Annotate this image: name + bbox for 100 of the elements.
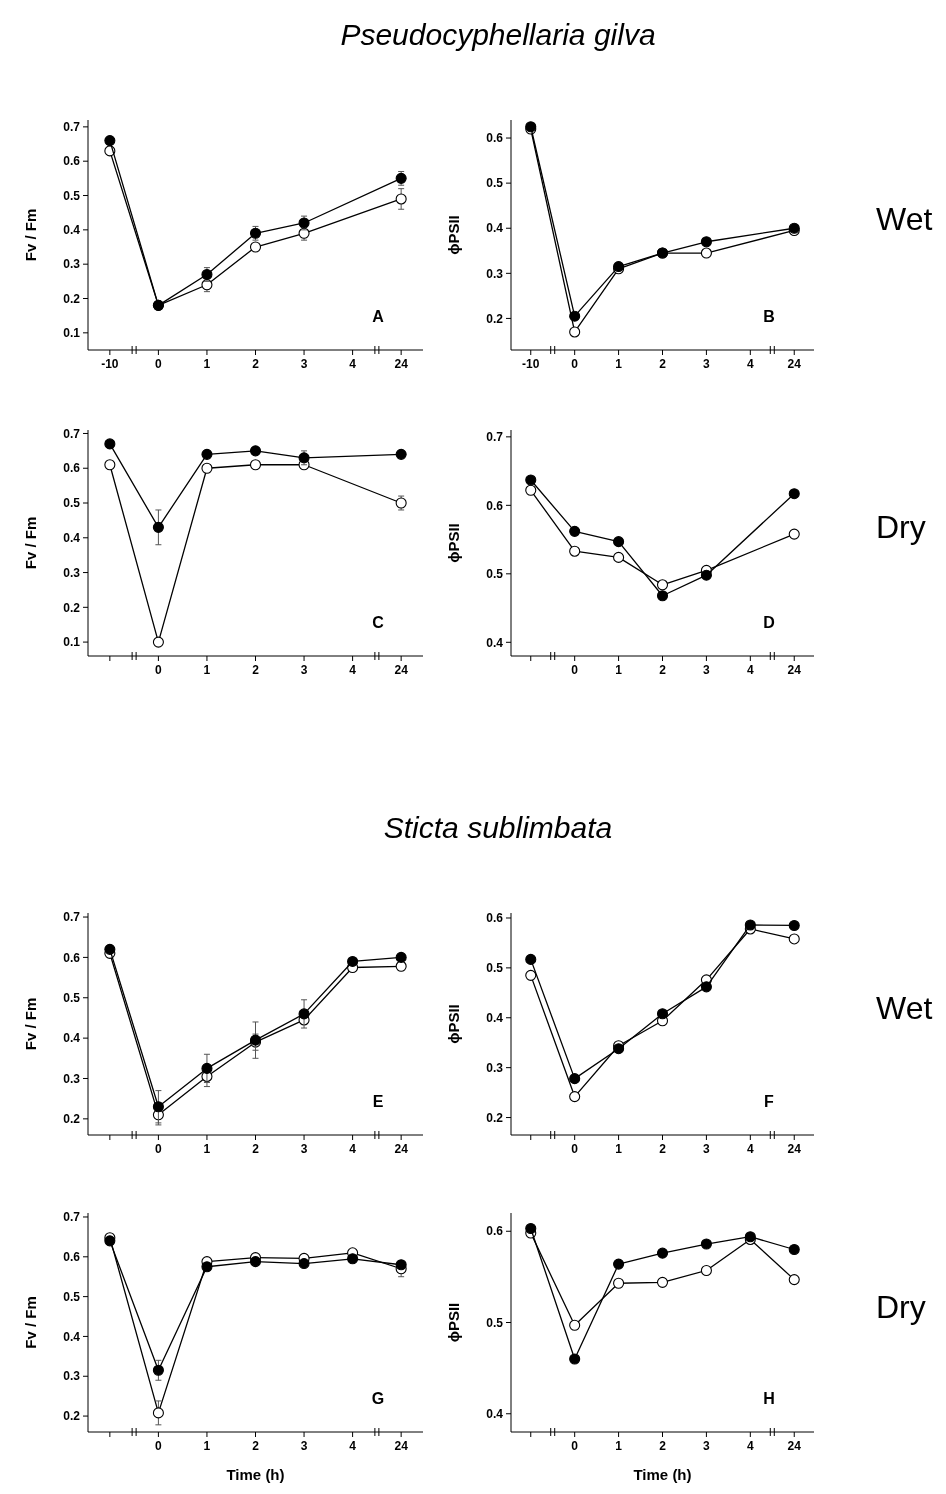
y-tick-label: 0.1	[63, 326, 81, 341]
y-tick-label: 0.7	[486, 430, 504, 445]
x-tick-label: 2	[252, 663, 260, 677]
x-tick-label: 24	[787, 1439, 802, 1453]
y-tick-label: 0.2	[63, 291, 81, 306]
x-tick-label: 4	[746, 1142, 754, 1156]
x-tick-label: 1	[203, 1439, 211, 1453]
x-tick-label: 1	[203, 357, 211, 371]
x-tick-label: 0	[155, 663, 163, 677]
x-tick-label: 3	[300, 1439, 308, 1453]
x-tick-label: 1	[615, 1439, 623, 1453]
x-axis-title: Time (h)	[226, 1466, 285, 1483]
y-tick-label: 0.3	[63, 1369, 81, 1384]
x-tick-label: 4	[746, 357, 754, 371]
y-tick-label: 0.6	[486, 498, 504, 513]
x-tick-label: 0	[571, 1439, 579, 1453]
x-tick-label: 1	[615, 663, 623, 677]
y-axis-title: Fv / Fm	[22, 516, 39, 570]
x-tick-label: 2	[252, 1142, 260, 1156]
y-tick-label: 0.3	[63, 257, 81, 272]
y-tick-label: 0.6	[63, 461, 81, 476]
x-tick-label: 3	[300, 357, 308, 371]
y-tick-label: 0.7	[63, 1210, 81, 1225]
x-tick-label: 3	[703, 1439, 711, 1453]
x-tick-label: -10	[101, 357, 119, 371]
y-tick-label: 0.3	[486, 1060, 504, 1075]
y-tick-label: 0.6	[63, 154, 81, 169]
y-tick-label: 0.4	[486, 1010, 504, 1025]
y-tick-label: 0.5	[63, 188, 81, 203]
x-tick-label: 3	[300, 663, 308, 677]
annotation: H	[763, 1390, 775, 1407]
y-tick-label: 0.4	[63, 223, 81, 238]
x-tick-label: 24	[394, 1142, 409, 1156]
y-tick-label: 0.2	[486, 1110, 504, 1125]
y-tick-label: 0.4	[486, 1406, 504, 1421]
x-tick-label: 1	[615, 357, 623, 371]
x-tick-label: 3	[703, 1142, 711, 1156]
annotation: C	[372, 614, 385, 631]
x-tick-label: 4	[349, 357, 357, 371]
annotation: D	[763, 614, 775, 631]
y-tick-label: 0.5	[63, 990, 81, 1005]
x-tick-label: -10	[522, 357, 540, 371]
x-tick-label: 4	[349, 1439, 357, 1453]
x-tick-label: 4	[746, 1439, 754, 1453]
y-axis-title: ϕPSII	[445, 1302, 462, 1343]
x-axis-title: Time (h)	[633, 1466, 692, 1483]
text: Wet	[876, 990, 933, 1026]
x-tick-label: 3	[300, 1142, 308, 1156]
y-axis-title: Fv / Fm	[22, 208, 39, 262]
y-tick-label: 0.5	[486, 567, 504, 582]
y-tick-label: 0.6	[63, 950, 81, 965]
y-axis-title: Fv / Fm	[22, 1296, 39, 1349]
y-tick-label: 0.2	[486, 311, 504, 326]
y-tick-label: 0.2	[63, 1409, 81, 1424]
x-tick-label: 24	[394, 357, 409, 371]
x-tick-label: 2	[659, 1439, 667, 1453]
y-tick-label: 0.4	[486, 635, 504, 650]
y-tick-label: 0.2	[63, 600, 81, 615]
x-tick-label: 3	[703, 357, 711, 371]
x-tick-label: 0	[155, 1142, 163, 1156]
x-tick-label: 24	[787, 357, 802, 371]
x-tick-label: 24	[787, 663, 802, 677]
y-tick-label: 0.3	[63, 1071, 81, 1086]
y-tick-label: 0.6	[486, 131, 504, 146]
x-tick-label: 1	[615, 1142, 623, 1156]
y-tick-label: 0.6	[486, 911, 504, 926]
x-tick-label: 0	[571, 357, 579, 371]
y-tick-label: 0.5	[486, 1315, 504, 1330]
y-tick-label: 0.6	[486, 1224, 504, 1239]
y-tick-label: 0.4	[63, 1031, 81, 1046]
y-tick-label: 0.4	[63, 1329, 81, 1344]
y-tick-label: 0.3	[63, 565, 81, 580]
x-tick-label: 4	[349, 1142, 357, 1156]
x-tick-label: 0	[155, 357, 163, 371]
x-tick-label: 0	[155, 1439, 163, 1453]
y-tick-label: 0.6	[63, 1250, 81, 1264]
y-tick-label: 0.4	[63, 530, 81, 545]
x-tick-label: 24	[787, 1142, 802, 1156]
annotation: F	[764, 1093, 775, 1110]
x-tick-label: 2	[659, 663, 667, 677]
y-axis-title: ϕPSII	[445, 523, 462, 563]
y-tick-label: 0.5	[486, 961, 504, 976]
x-tick-label: 2	[252, 357, 260, 371]
y-tick-label: 0.5	[486, 176, 504, 191]
text: Dry	[876, 1288, 926, 1325]
y-tick-label: 0.3	[486, 266, 504, 281]
y-tick-label: 0.2	[63, 1112, 81, 1127]
x-tick-label: 2	[659, 1142, 667, 1156]
annotation: A	[372, 308, 385, 325]
x-tick-label: 1	[203, 663, 211, 677]
y-tick-label: 0.7	[63, 426, 81, 441]
y-tick-label: 0.7	[63, 120, 81, 135]
x-tick-label: 0	[571, 1142, 579, 1156]
y-tick-label: 0.4	[486, 221, 504, 236]
annotation: B	[763, 308, 775, 325]
text: Sticta sublimbata	[383, 811, 613, 844]
y-tick-label: 0.1	[63, 635, 81, 650]
text: Pseudocyphellaria gilva	[340, 18, 656, 51]
y-axis-title: Fv / Fm	[22, 997, 39, 1051]
y-tick-label: 0.5	[63, 496, 81, 511]
